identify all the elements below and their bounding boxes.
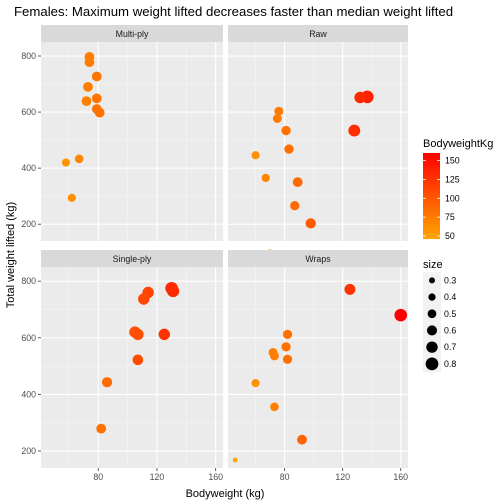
data-point — [91, 71, 102, 82]
data-point — [284, 144, 294, 154]
data-point — [272, 114, 282, 123]
panel-background — [41, 267, 223, 468]
color-legend-title: BodyweightKg — [423, 138, 493, 150]
data-point — [81, 96, 92, 107]
data-point — [282, 329, 293, 340]
size-legend-label: 0.3 — [444, 275, 456, 285]
facet-panels: Multi-ply 200 400 600 800 Raw Single-ply 200 400… — [21, 25, 408, 482]
data-point — [344, 283, 356, 295]
data-point — [84, 57, 95, 68]
y-tick-label: 200 — [21, 219, 36, 229]
data-point — [132, 354, 144, 366]
data-point — [269, 351, 279, 361]
facet-wraps: Wraps 80 120 160 — [228, 250, 408, 482]
color-bar — [423, 153, 440, 239]
facet-strip — [41, 250, 223, 267]
size-legend-label: 0.4 — [444, 292, 456, 302]
color-legend: BodyweightKg 150 125 100 75 50 — [423, 138, 493, 241]
size-key-dot — [425, 357, 439, 371]
data-point — [101, 377, 113, 388]
facet-strip-label: Multi-ply — [116, 29, 149, 39]
data-point — [292, 177, 303, 188]
facet-strip — [228, 250, 408, 267]
facet-strip-label: Raw — [309, 29, 327, 39]
data-point — [96, 423, 107, 434]
data-point — [67, 193, 76, 202]
facet-strip-label: Single-ply — [113, 254, 152, 264]
panel-background — [228, 267, 408, 468]
y-tick-label: 400 — [21, 163, 36, 173]
x-tick-label: 160 — [393, 472, 408, 482]
panel-background — [228, 42, 408, 241]
facet-strip — [228, 25, 408, 42]
data-point — [94, 107, 105, 118]
x-tick-label: 80 — [93, 472, 103, 482]
facet-strip — [41, 25, 223, 42]
data-point — [91, 93, 102, 104]
facet-strip-label: Wraps — [305, 254, 331, 264]
size-legend-label: 0.6 — [444, 325, 456, 335]
x-tick-label: 120 — [150, 472, 165, 482]
x-tick-label: 80 — [280, 472, 290, 482]
data-point — [232, 457, 238, 463]
y-tick-label: 600 — [21, 333, 36, 343]
data-point — [282, 354, 293, 364]
y-tick-label: 600 — [21, 107, 36, 117]
data-point — [354, 91, 366, 104]
facet-multi-ply: Multi-ply 200 400 600 800 — [21, 25, 223, 241]
data-point — [281, 342, 291, 352]
color-legend-label: 125 — [445, 174, 460, 184]
color-legend-label: 50 — [445, 231, 455, 241]
size-legend: size 0.3 0.4 0.5 0.6 0.7 0.8 — [423, 259, 456, 373]
color-legend-label: 150 — [445, 156, 460, 166]
x-tick-label: 120 — [335, 472, 350, 482]
x-tick-label: 160 — [208, 472, 223, 482]
color-legend-label: 75 — [445, 212, 455, 222]
size-key-dot — [427, 309, 437, 319]
data-point — [251, 379, 260, 388]
data-point — [251, 151, 260, 160]
facet-raw: Raw — [228, 25, 408, 258]
size-key-dot — [426, 341, 438, 353]
data-point — [83, 81, 93, 92]
data-point — [274, 106, 284, 116]
facet-single-ply: Single-ply 200 400 600 800 80 120 160 — [21, 250, 223, 482]
chart-title: Females: Maximum weight lifted decreases… — [14, 4, 453, 19]
data-point — [394, 308, 408, 322]
y-tick-label: 800 — [21, 51, 36, 61]
panel-background — [41, 42, 223, 241]
data-point — [138, 293, 150, 305]
y-tick-label: 800 — [21, 276, 36, 286]
size-key-dot — [426, 325, 438, 336]
data-point — [61, 158, 71, 167]
size-legend-label: 0.8 — [444, 359, 456, 369]
data-point — [348, 124, 361, 137]
data-point — [261, 173, 270, 183]
size-key-dot — [428, 277, 436, 284]
data-point — [166, 284, 180, 298]
data-point — [74, 154, 84, 164]
size-key-dot — [428, 293, 436, 301]
y-tick-label: 400 — [21, 389, 36, 399]
size-legend-label: 0.5 — [444, 309, 456, 319]
data-point — [132, 328, 144, 341]
color-legend-label: 100 — [445, 193, 460, 203]
data-point — [297, 434, 307, 445]
size-legend-label: 0.7 — [444, 342, 456, 352]
data-point — [290, 201, 300, 211]
data-point — [270, 402, 279, 412]
x-axis-title: Bodyweight (kg) — [186, 488, 265, 500]
data-point — [158, 328, 171, 341]
y-tick-label: 200 — [21, 446, 36, 456]
data-point — [281, 125, 291, 136]
y-axis-title: Total weight lifted (kg) — [5, 202, 17, 308]
data-point — [305, 218, 316, 229]
size-legend-title: size — [423, 259, 443, 271]
